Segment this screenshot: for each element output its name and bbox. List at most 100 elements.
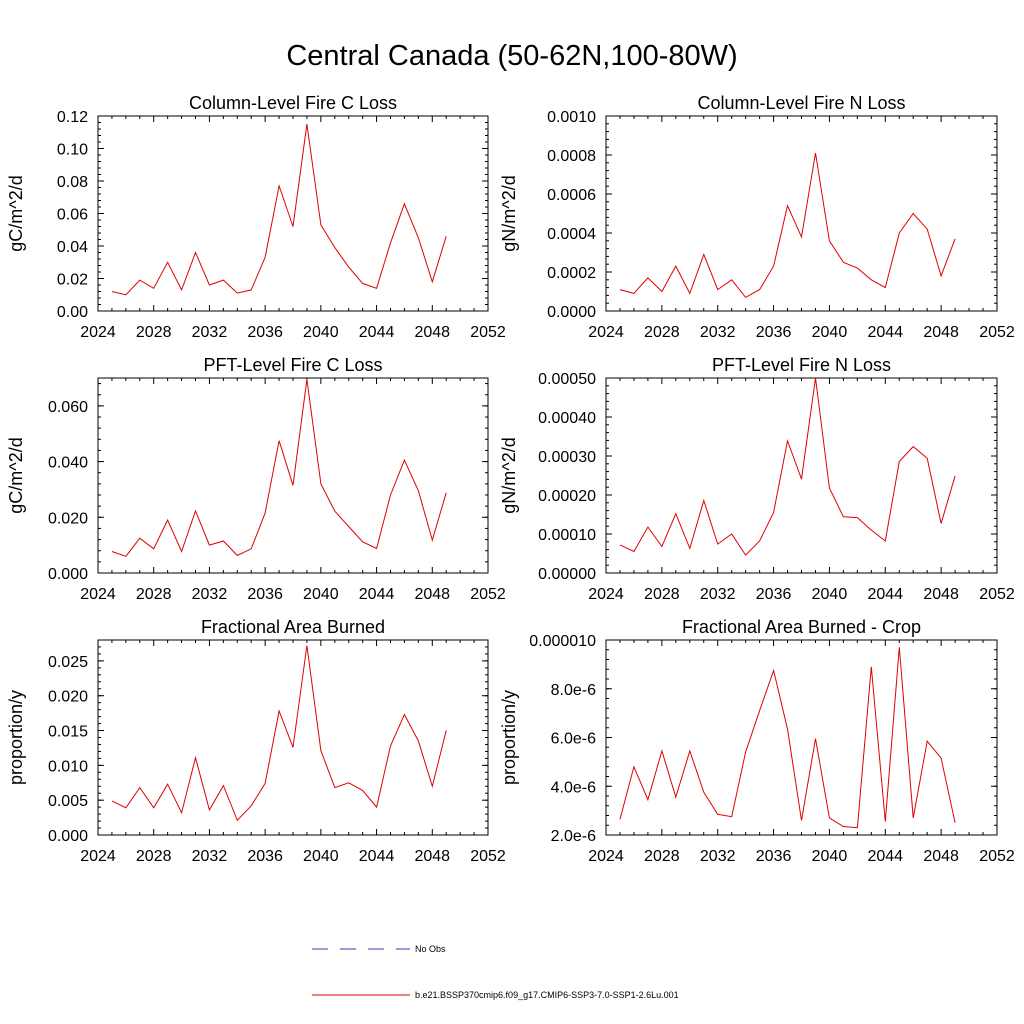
chart-panel-1: 2024 2028 2032 2036 2040 2044 2048 2052 0.00 0.02… <box>6 93 506 341</box>
x-tick-label: 2040 <box>812 324 848 341</box>
legend-label-model: b.e21.BSSP370cmip6.f09_g17.CMIP6-SSP3-7.… <box>415 990 679 1000</box>
data-point <box>619 289 620 290</box>
x-tick-label: 2024 <box>588 324 624 341</box>
y-tick-label: 0.12 <box>57 109 88 126</box>
legend: No Obs b.e21.BSSP370cmip6.f09_g17.CMIP6-… <box>312 944 679 1000</box>
data-point <box>885 821 886 822</box>
data-point <box>871 530 872 531</box>
y-tick-label: 0.00050 <box>538 371 596 388</box>
data-point <box>181 289 182 290</box>
y-tick-label: 0.00020 <box>538 488 596 505</box>
x-tick-label: 2024 <box>588 848 624 865</box>
data-point <box>941 523 942 524</box>
y-tick-label: 0.0000 <box>547 304 596 321</box>
y-tick-label: 0.00 <box>57 304 88 321</box>
x-tick-label: 2044 <box>359 324 395 341</box>
x-tick-label: 2048 <box>923 586 959 603</box>
x-tick-label: 2048 <box>414 848 450 865</box>
data-point <box>404 460 405 461</box>
data-point <box>689 293 690 294</box>
data-point <box>633 551 634 552</box>
y-axis-label: proportion/y <box>499 690 519 785</box>
data-point <box>181 551 182 552</box>
data-point <box>376 548 377 549</box>
data-point <box>927 741 928 742</box>
data-point <box>320 483 321 484</box>
data-point <box>633 293 634 294</box>
data-point <box>857 268 858 269</box>
data-point <box>619 544 620 545</box>
x-tick-label: 2032 <box>700 848 736 865</box>
data-point <box>251 289 252 290</box>
data-point <box>446 492 447 493</box>
x-tick-label: 2032 <box>192 324 228 341</box>
data-point <box>348 526 349 527</box>
data-point <box>153 548 154 549</box>
data-point <box>111 291 112 292</box>
x-tick-label: 2028 <box>644 586 680 603</box>
data-point <box>153 807 154 808</box>
x-tick-label: 2052 <box>979 324 1015 341</box>
chart-panel-6: 2024 2028 2032 2036 2040 2044 2048 2052 2.0e-6 4.… <box>499 617 1015 865</box>
data-point <box>885 287 886 288</box>
data-point <box>759 289 760 290</box>
data-point <box>362 790 363 791</box>
y-tick-label: 0.025 <box>48 654 88 671</box>
data-point <box>432 540 433 541</box>
x-tick-label: 2044 <box>359 848 395 865</box>
data-point <box>251 548 252 549</box>
data-point <box>857 517 858 518</box>
panel-title: Fractional Area Burned - Crop <box>682 617 921 637</box>
x-tick-label: 2036 <box>756 324 792 341</box>
x-tick-label: 2032 <box>192 848 228 865</box>
data-point <box>703 500 704 501</box>
data-point <box>237 293 238 294</box>
series-line <box>619 647 956 829</box>
x-tick-label: 2028 <box>644 848 680 865</box>
data-point <box>633 766 634 767</box>
data-point <box>801 236 802 237</box>
y-tick-label: 4.0e-6 <box>551 779 596 796</box>
y-tick-label: 0.040 <box>48 455 88 472</box>
data-point <box>675 513 676 514</box>
data-point <box>195 757 196 758</box>
data-point <box>390 745 391 746</box>
data-point <box>418 237 419 238</box>
data-point <box>927 458 928 459</box>
x-tick-label: 2052 <box>979 586 1015 603</box>
data-point <box>899 461 900 462</box>
data-point <box>195 510 196 511</box>
data-point <box>717 544 718 545</box>
data-point <box>348 782 349 783</box>
y-tick-label: 0.00000 <box>538 566 596 583</box>
y-tick-label: 0.020 <box>48 510 88 527</box>
data-point <box>320 224 321 225</box>
data-point <box>125 807 126 808</box>
x-tick-label: 2040 <box>303 586 339 603</box>
plot-frame <box>97 115 489 312</box>
x-tick-label: 2052 <box>470 586 506 603</box>
x-tick-label: 2032 <box>700 586 736 603</box>
x-tick-label: 2024 <box>80 324 116 341</box>
y-tick-label: 0.060 <box>48 399 88 416</box>
y-tick-label: 0.10 <box>57 142 88 159</box>
y-tick-label: 0.00010 <box>538 527 596 544</box>
figure-title: Central Canada (50-62N,100-80W) <box>286 40 738 72</box>
data-point <box>278 710 279 711</box>
y-tick-label: 0.000 <box>48 828 88 845</box>
data-point <box>787 728 788 729</box>
data-point <box>167 784 168 785</box>
y-tick-label: 6.0e-6 <box>551 731 596 748</box>
data-point <box>843 826 844 827</box>
y-tick-label: 0.000 <box>48 566 88 583</box>
data-point <box>139 280 140 281</box>
x-tick-label: 2028 <box>136 848 172 865</box>
data-point <box>829 487 830 488</box>
data-point <box>292 485 293 486</box>
chart-panels: 2024 2028 2032 2036 2040 2044 2048 2052 0.00 0.02… <box>6 93 1015 865</box>
data-point <box>955 475 956 476</box>
data-point <box>843 516 844 517</box>
data-point <box>661 291 662 292</box>
y-tick-label: 0.0002 <box>547 265 596 282</box>
data-point <box>278 185 279 186</box>
